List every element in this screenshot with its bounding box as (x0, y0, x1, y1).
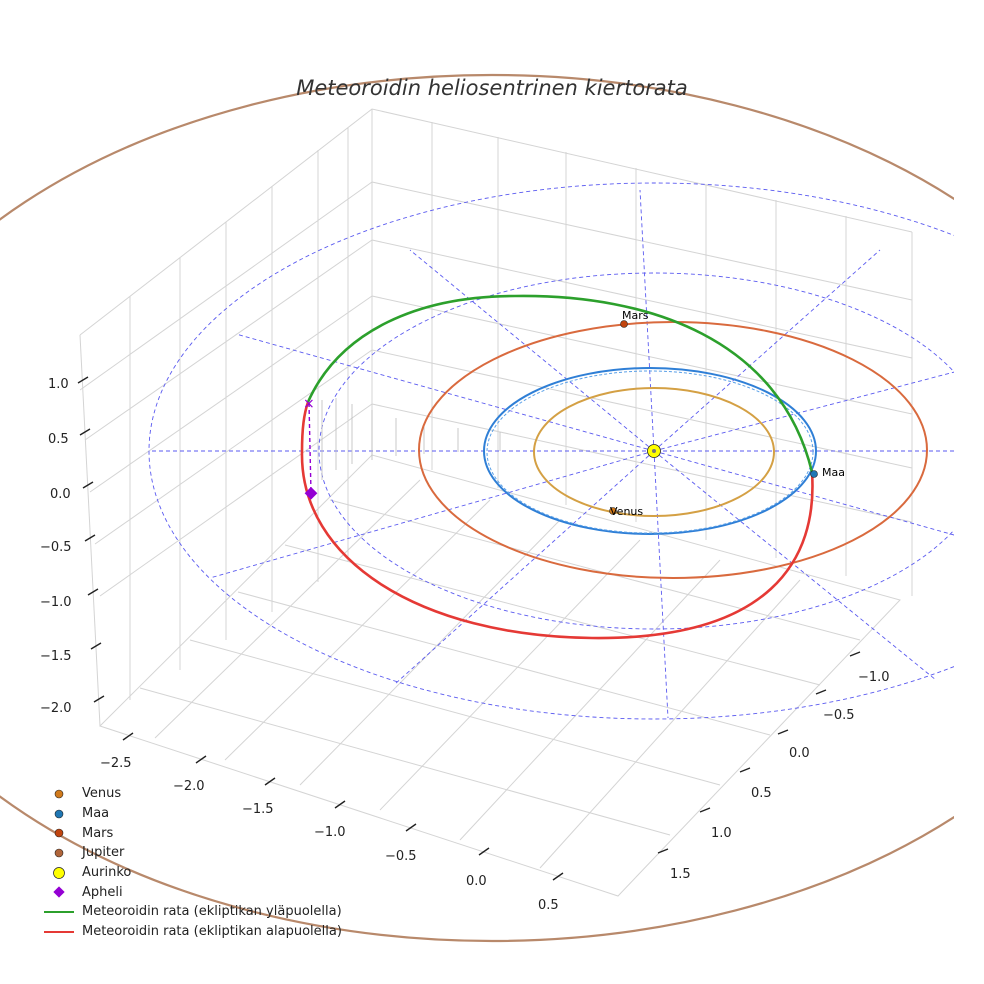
x-axis-ticks (122, 732, 564, 881)
legend-line-icon (38, 925, 80, 939)
x-tick-label: 0.0 (466, 874, 487, 889)
z-tick-label: −2.0 (40, 701, 72, 716)
mars-orbit (418, 321, 928, 579)
mars-marker (620, 320, 628, 328)
ecliptic-spoke (653, 249, 881, 452)
earth-marker (810, 470, 818, 478)
floor-grid-x (139, 499, 861, 836)
right-wall-horizontals (371, 181, 913, 523)
x-tick-label: −1.0 (314, 825, 346, 840)
legend-label: Venus (82, 786, 122, 802)
aphelion-cross-icon: × (303, 396, 315, 412)
x-tick-label: −2.0 (173, 779, 205, 794)
chart-title: Meteoroidin heliosentrinen kiertorata (296, 76, 688, 100)
meteoroid-orbit-above (306, 294, 814, 473)
z-tick-label: −1.5 (40, 649, 72, 664)
venus-orbit (533, 387, 775, 517)
ecliptic-spoke (653, 450, 937, 681)
legend-item: Aurinko (38, 863, 342, 883)
legend-label: Maa (82, 806, 110, 822)
z-tick-label: 1.0 (48, 377, 69, 392)
ecliptic-spoke (653, 371, 954, 452)
legend-item: Maa (38, 804, 342, 824)
legend-dot-icon (38, 787, 80, 801)
z-axis-ticks (77, 376, 105, 703)
x-tick-label: −0.5 (385, 849, 417, 864)
y-tick-label: 1.0 (711, 826, 732, 841)
venus-marker (609, 507, 617, 515)
ecliptic-spoke (653, 450, 954, 536)
ecliptic-ring (148, 182, 954, 720)
ecliptic-spoke (409, 249, 655, 452)
z-tick-label: −0.5 (40, 540, 72, 555)
legend-dot-icon (38, 807, 80, 821)
legend-label: Mars (82, 825, 114, 841)
legend-sun-icon (38, 866, 80, 880)
left-pane-edge (79, 334, 101, 727)
aphelion-projection (308, 402, 312, 494)
earth-orbit-inner (486, 370, 814, 534)
legend-item: Apheli (38, 882, 342, 902)
axis-ticks (77, 376, 861, 881)
earth-label: Maa (822, 466, 845, 479)
floor-outline (99, 454, 901, 897)
y-axis-ticks (657, 651, 861, 854)
jupiter-orbit (0, 74, 954, 942)
y-tick-label: 0.0 (789, 746, 810, 761)
z-tick-label: 0.5 (48, 432, 69, 447)
legend-item: Meteoroidin rata (ekliptikan yläpuolella… (38, 902, 342, 922)
z-tick-label: 0.0 (50, 487, 71, 502)
sun-core (652, 449, 656, 453)
grid-lines (79, 108, 913, 897)
y-tick-label: 0.5 (751, 786, 772, 801)
legend-dot-icon (38, 846, 80, 860)
x-tick-label: 0.5 (538, 898, 559, 913)
venus-label: Venus (610, 505, 643, 518)
x-tick-label: −1.5 (242, 802, 274, 817)
legend-dot-icon (38, 826, 80, 840)
projection-lines (321, 398, 501, 480)
legend-item: Meteoroidin rata (ekliptikan alapuolella… (38, 922, 342, 942)
left-wall-horizontals (79, 181, 373, 597)
legend-item: Venus (38, 784, 342, 804)
right-wall-verticals (431, 122, 913, 596)
aphelion-marker (304, 486, 318, 500)
legend-item: Jupiter (38, 843, 342, 863)
x-tick-label: −2.5 (100, 756, 132, 771)
ecliptic-spoke (653, 450, 669, 719)
legend-label: Apheli (82, 884, 123, 900)
left-wall-verticals (129, 128, 349, 700)
z-tick-label: −1.0 (40, 595, 72, 610)
ecliptic-spoke (639, 189, 655, 452)
legend: Venus Maa Mars Jupiter Aurinko Apheli Me… (38, 784, 342, 942)
legend-item: Mars (38, 823, 342, 843)
earth-orbit (483, 367, 817, 535)
y-tick-label: −0.5 (823, 708, 855, 723)
legend-label: Aurinko (82, 865, 132, 881)
legend-label: Jupiter (82, 845, 125, 861)
tick-labels: 1.0 0.5 0.0 −0.5 −1.0 −1.5 −2.0 −2.5 −2.… (40, 377, 890, 913)
y-tick-label: 1.5 (670, 867, 691, 882)
mars-label: Mars (622, 309, 649, 322)
legend-line-icon (38, 905, 80, 919)
legend-label: Meteoroidin rata (ekliptikan alapuolella… (82, 924, 342, 940)
legend-label: Meteoroidin rata (ekliptikan yläpuolella… (82, 904, 342, 920)
ecliptic-spoke (394, 450, 655, 685)
meteoroid-orbit-below (300, 401, 814, 640)
legend-diamond-icon (38, 885, 80, 899)
y-tick-label: −1.0 (858, 670, 890, 685)
